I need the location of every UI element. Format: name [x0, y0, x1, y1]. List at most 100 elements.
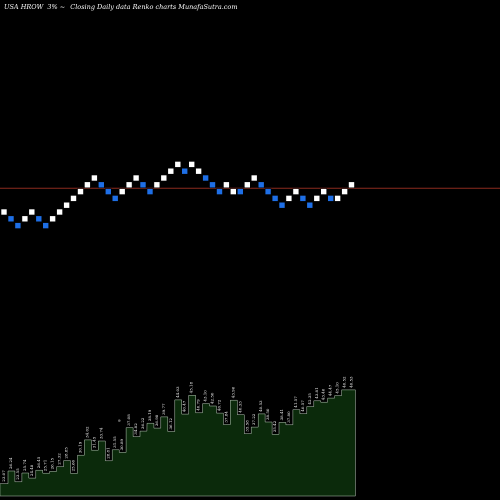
volume-label: 34.02	[84, 426, 89, 438]
volume-label: 25.74	[22, 459, 27, 471]
volume-label: 43.81	[314, 387, 319, 398]
renko-brick	[195, 167, 202, 175]
volume-label: 26.45	[36, 456, 41, 468]
volume-area	[0, 389, 356, 497]
renko-brick	[348, 181, 355, 189]
volume-label: 45.10	[335, 382, 340, 394]
volume-label: 25.71	[43, 460, 48, 471]
renko-brick	[306, 201, 314, 209]
renko-brick	[56, 208, 63, 216]
volume-label: 37.08	[126, 414, 131, 426]
volume-label: 44.47	[328, 384, 333, 396]
volume-label: 37.22	[251, 413, 256, 425]
volume-label: 31.55	[112, 436, 117, 448]
renko-brick	[105, 188, 112, 195]
volume-label: 28.81	[105, 447, 110, 458]
volume-label: 36.12	[168, 418, 173, 430]
renko-brick	[250, 174, 258, 182]
volume-label: 27.32	[57, 453, 62, 465]
renko-brick	[77, 188, 84, 195]
renko-brick	[223, 181, 230, 189]
volume-label: 36.98	[154, 414, 159, 426]
renko-brick	[153, 181, 161, 189]
renko-brick	[174, 161, 182, 168]
renko-brick	[132, 174, 140, 182]
renko-brick	[341, 188, 348, 195]
volume-label: 24.48	[29, 464, 34, 476]
volume-label: 28.85	[64, 447, 69, 459]
volume-label: 35.42	[272, 420, 277, 432]
volume-label: 23.07	[1, 470, 6, 482]
volume-label: 23.55	[15, 468, 20, 480]
volume-label: 30.19	[78, 441, 83, 453]
renko-brick	[285, 195, 293, 202]
renko-brick	[160, 174, 168, 182]
renko-brick	[202, 174, 209, 182]
renko-brick	[237, 188, 244, 195]
header-ticker: USA HROW	[4, 3, 45, 11]
renko-brick	[28, 208, 36, 216]
renko-brick	[63, 201, 70, 209]
volume-label: 26.24	[8, 457, 13, 469]
renko-brick	[334, 195, 341, 202]
volume-label: 41.57	[293, 396, 298, 408]
renko-brick	[216, 188, 223, 195]
volume-label: 40.33	[237, 401, 242, 413]
volume-label: 36.22	[140, 417, 145, 429]
renko-brick	[181, 167, 188, 175]
renko-brick	[14, 222, 22, 229]
renko-brick	[7, 215, 15, 223]
volume-label: 40.79	[196, 399, 201, 411]
renko-brick	[230, 188, 237, 195]
volume-label: 40.47	[182, 400, 187, 412]
renko-brick	[21, 215, 29, 223]
volume-label: 45.18	[189, 381, 194, 393]
volume-label: 42.35	[307, 393, 312, 405]
renko-brick	[320, 188, 328, 195]
renko-brick	[257, 181, 265, 189]
volume-label: 25.66	[71, 459, 76, 471]
renko-brick	[125, 181, 133, 189]
volume-label: 26.15	[50, 457, 55, 469]
renko-brick	[118, 188, 126, 195]
renko-brick	[42, 222, 50, 229]
renko-brick	[91, 174, 98, 182]
volume-label: 43.10	[203, 390, 208, 402]
volume-label: 37.84	[223, 411, 228, 423]
volume-label: 46.53	[349, 376, 354, 388]
volume-label: 43.96	[230, 386, 235, 398]
volume-label: 40.72	[217, 399, 222, 411]
renko-brick	[278, 201, 286, 209]
volume-label: 37.80	[286, 411, 291, 423]
volume-label: 33.74	[98, 427, 103, 439]
renko-brick	[35, 215, 43, 223]
volume-label: 38.41	[279, 409, 284, 420]
renko-brick	[111, 195, 119, 202]
renko-brick	[313, 195, 321, 202]
renko-brick	[0, 208, 8, 216]
volume-label: 40.57	[300, 400, 305, 412]
volume-label: 39.77	[161, 403, 166, 415]
volume-label: 46.52	[342, 376, 347, 388]
renko-brick	[70, 195, 77, 202]
renko-brick	[146, 188, 154, 195]
volume-label: 38.50	[265, 408, 270, 420]
renko-brick	[188, 161, 195, 168]
renko-brick	[84, 181, 91, 189]
renko-brick	[264, 188, 272, 195]
renko-brick	[98, 181, 105, 189]
renko-brick	[49, 215, 56, 223]
volume-label: 44.03	[175, 386, 180, 398]
renko-brick	[271, 195, 279, 202]
volume-label: 30.89	[119, 438, 124, 450]
renko-brick	[167, 167, 175, 175]
renko-brick	[244, 181, 251, 189]
volume-label-extra: 9	[118, 418, 121, 423]
volume-label: 31.45	[91, 436, 96, 448]
volume-label: 42.50	[210, 392, 215, 404]
volume-label: 34.82	[133, 423, 138, 435]
renko-brick	[299, 195, 307, 202]
volume-label: 38.19	[147, 409, 152, 421]
